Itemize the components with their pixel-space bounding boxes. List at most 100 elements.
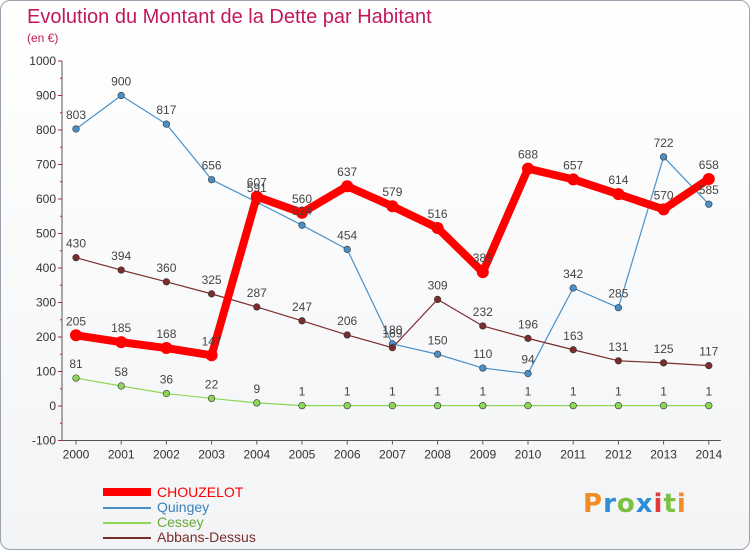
data-point [298,402,306,410]
data-point [296,206,308,219]
data-label: 579 [382,185,402,199]
y-tick-label: 0 [49,399,56,413]
data-point [659,153,668,161]
y-tick-label: 400 [36,261,56,275]
data-label: 658 [699,158,719,172]
data-label: 591 [247,181,267,195]
data-point [208,394,216,403]
data-label: 360 [156,261,176,275]
x-tick-label: 2003 [198,448,225,462]
data-label: 1 [705,385,712,399]
data-point [705,362,713,370]
data-label: 900 [111,75,131,89]
x-tick-label: 2007 [379,448,406,462]
data-label: 169 [382,327,402,341]
data-point [162,278,170,286]
data-label: 287 [247,286,267,300]
data-label: 657 [563,158,583,172]
y-tick-label: 700 [36,158,56,172]
data-label: 147 [202,334,222,348]
data-point [567,173,580,186]
data-label: 570 [654,188,674,202]
data-label: 117 [699,345,718,359]
data-label: 232 [473,305,493,319]
data-label: 131 [608,340,628,354]
data-point [343,331,351,339]
data-point [705,200,713,208]
data-point [115,336,128,349]
data-point [569,402,577,410]
data-label: 1 [615,385,622,399]
data-point [208,176,216,184]
data-point [343,402,351,410]
data-label: 607 [247,176,267,190]
data-point [388,344,397,352]
data-label: 58 [115,365,129,379]
data-label: 9 [253,382,260,396]
data-label: 185 [111,321,131,335]
data-point [253,399,261,407]
data-label: 516 [428,207,448,221]
data-label: 388 [473,251,493,265]
data-label: 803 [66,108,86,122]
data-label: 342 [563,267,583,281]
data-label: 110 [473,347,492,361]
data-label: 180 [382,323,402,337]
data-label: 1 [344,385,351,399]
data-point [614,402,623,410]
legend-label: CHOUZELOT [157,484,244,500]
proxiti-logo: Proxiti [583,489,687,519]
data-label: 125 [654,342,674,356]
data-point [524,334,532,342]
data-point [434,295,442,303]
data-point [657,203,670,216]
data-point [702,172,715,185]
data-point [162,120,170,128]
data-point [479,364,487,372]
data-label: 430 [66,237,86,251]
data-label: 22 [205,377,219,391]
data-point [117,91,125,100]
data-point [162,389,170,398]
data-point [569,346,577,354]
data-point [208,290,216,298]
chart-title: Evolution du Montant de la Dette par Hab… [27,6,432,28]
data-point [298,221,306,229]
data-label: 325 [202,273,222,287]
data-label: 454 [337,228,357,242]
y-tick-label: 100 [36,365,56,379]
data-point [659,402,668,410]
y-tick-label: 800 [36,123,56,137]
data-point [524,402,532,410]
data-point [341,180,354,193]
data-point [434,350,442,358]
data-label: 81 [69,357,83,371]
legend-swatch [103,537,151,539]
data-point [569,284,577,292]
y-tick-label: -100 [32,434,56,448]
data-point [117,266,125,274]
data-point [386,200,399,213]
data-label: 285 [608,287,628,301]
x-tick-label: 2005 [289,448,316,462]
data-point [612,188,625,201]
chart-subtitle: (en €) [27,31,59,45]
y-tick-label: 900 [36,89,56,103]
data-point [160,342,173,355]
x-tick-label: 2012 [605,448,632,462]
data-point [250,190,263,203]
data-point [479,322,487,330]
data-point [298,317,306,325]
data-label: 94 [521,353,535,367]
data-label: 1 [434,385,441,399]
legend-label: Abbans-Dessus [157,529,256,545]
data-label: 1 [479,385,486,399]
data-label: 560 [292,192,312,206]
data-label: 394 [111,249,131,263]
x-tick-label: 2014 [695,448,722,462]
data-point [205,349,218,362]
data-label: 309 [428,278,448,292]
data-label: 150 [428,333,448,347]
